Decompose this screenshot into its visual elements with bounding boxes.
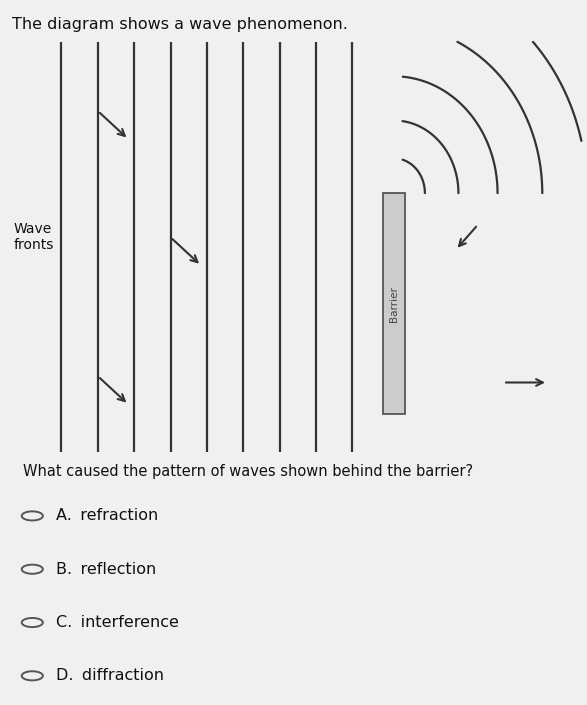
Text: B.  reflection: B. reflection (56, 562, 156, 577)
Text: The diagram shows a wave phenomenon.: The diagram shows a wave phenomenon. (12, 17, 348, 32)
Bar (383, 193, 405, 414)
Text: D.  diffraction: D. diffraction (56, 668, 164, 683)
Text: A.  refraction: A. refraction (56, 508, 158, 523)
Text: C.  interference: C. interference (56, 615, 178, 630)
Text: Barrier: Barrier (389, 286, 399, 321)
Text: What caused the pattern of waves shown behind the barrier?: What caused the pattern of waves shown b… (23, 464, 474, 479)
Text: Wave
fronts: Wave fronts (14, 222, 55, 252)
